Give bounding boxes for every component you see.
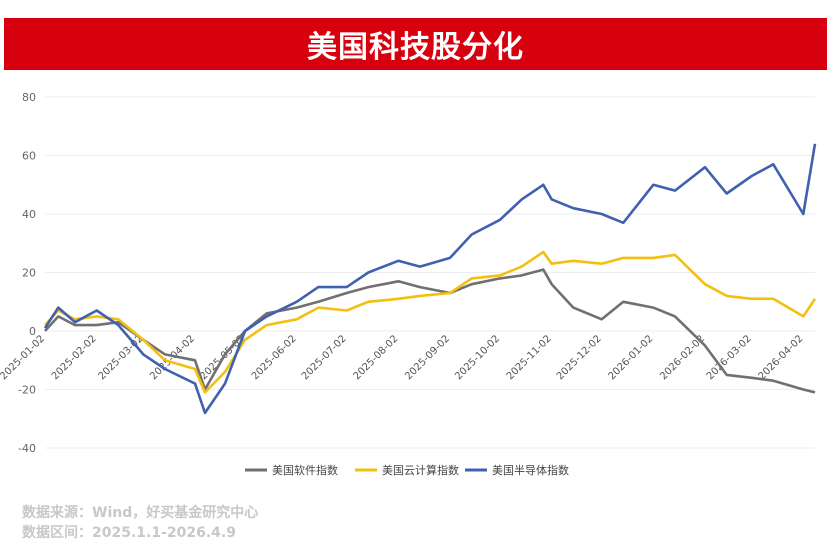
series-line	[44, 268, 816, 394]
x-tick-label: 2026-04-02	[757, 333, 806, 382]
series-line	[43, 143, 817, 415]
y-tick-label: 80	[22, 91, 36, 104]
y-tick-label: 0	[29, 325, 36, 338]
y-tick-label: 20	[22, 267, 36, 280]
x-tick-label: 2025-02-02	[50, 333, 99, 382]
y-tick-label: 40	[22, 208, 36, 221]
title-banner: 美国科技股分化	[4, 18, 827, 70]
series-line	[44, 250, 817, 394]
legend-label: 美国半导体指数	[492, 463, 569, 477]
x-tick-label: 2025-07-02	[300, 333, 349, 382]
legend-label: 美国软件指数	[272, 463, 338, 477]
legend-label: 美国云计算指数	[382, 463, 459, 477]
x-tick-label: 2025-11-02	[505, 333, 554, 382]
y-tick-label: -20	[18, 384, 36, 397]
x-tick-label: 2026-01-02	[607, 333, 656, 382]
page-title: 美国科技股分化	[307, 30, 524, 65]
x-tick-label: 2025-03-02	[97, 333, 146, 382]
source-note: 数据来源：Wind，好买基金研究中心	[22, 505, 259, 521]
x-tick-label: 2025-09-02	[403, 333, 452, 382]
x-tick-label: 2025-08-02	[352, 333, 401, 382]
y-tick-label: 60	[22, 150, 36, 163]
x-tick-label: 2025-01-02	[0, 333, 47, 382]
x-tick-label: 2025-12-02	[555, 333, 604, 382]
x-tick-label: 2025-04-02	[148, 333, 197, 382]
x-tick-label: 2025-06-02	[250, 333, 299, 382]
x-tick-label: 2025-10-02	[453, 333, 502, 382]
date-range-note: 数据区间：2025.1.1-2026.4.9	[22, 525, 236, 541]
y-tick-label: -40	[18, 442, 36, 455]
